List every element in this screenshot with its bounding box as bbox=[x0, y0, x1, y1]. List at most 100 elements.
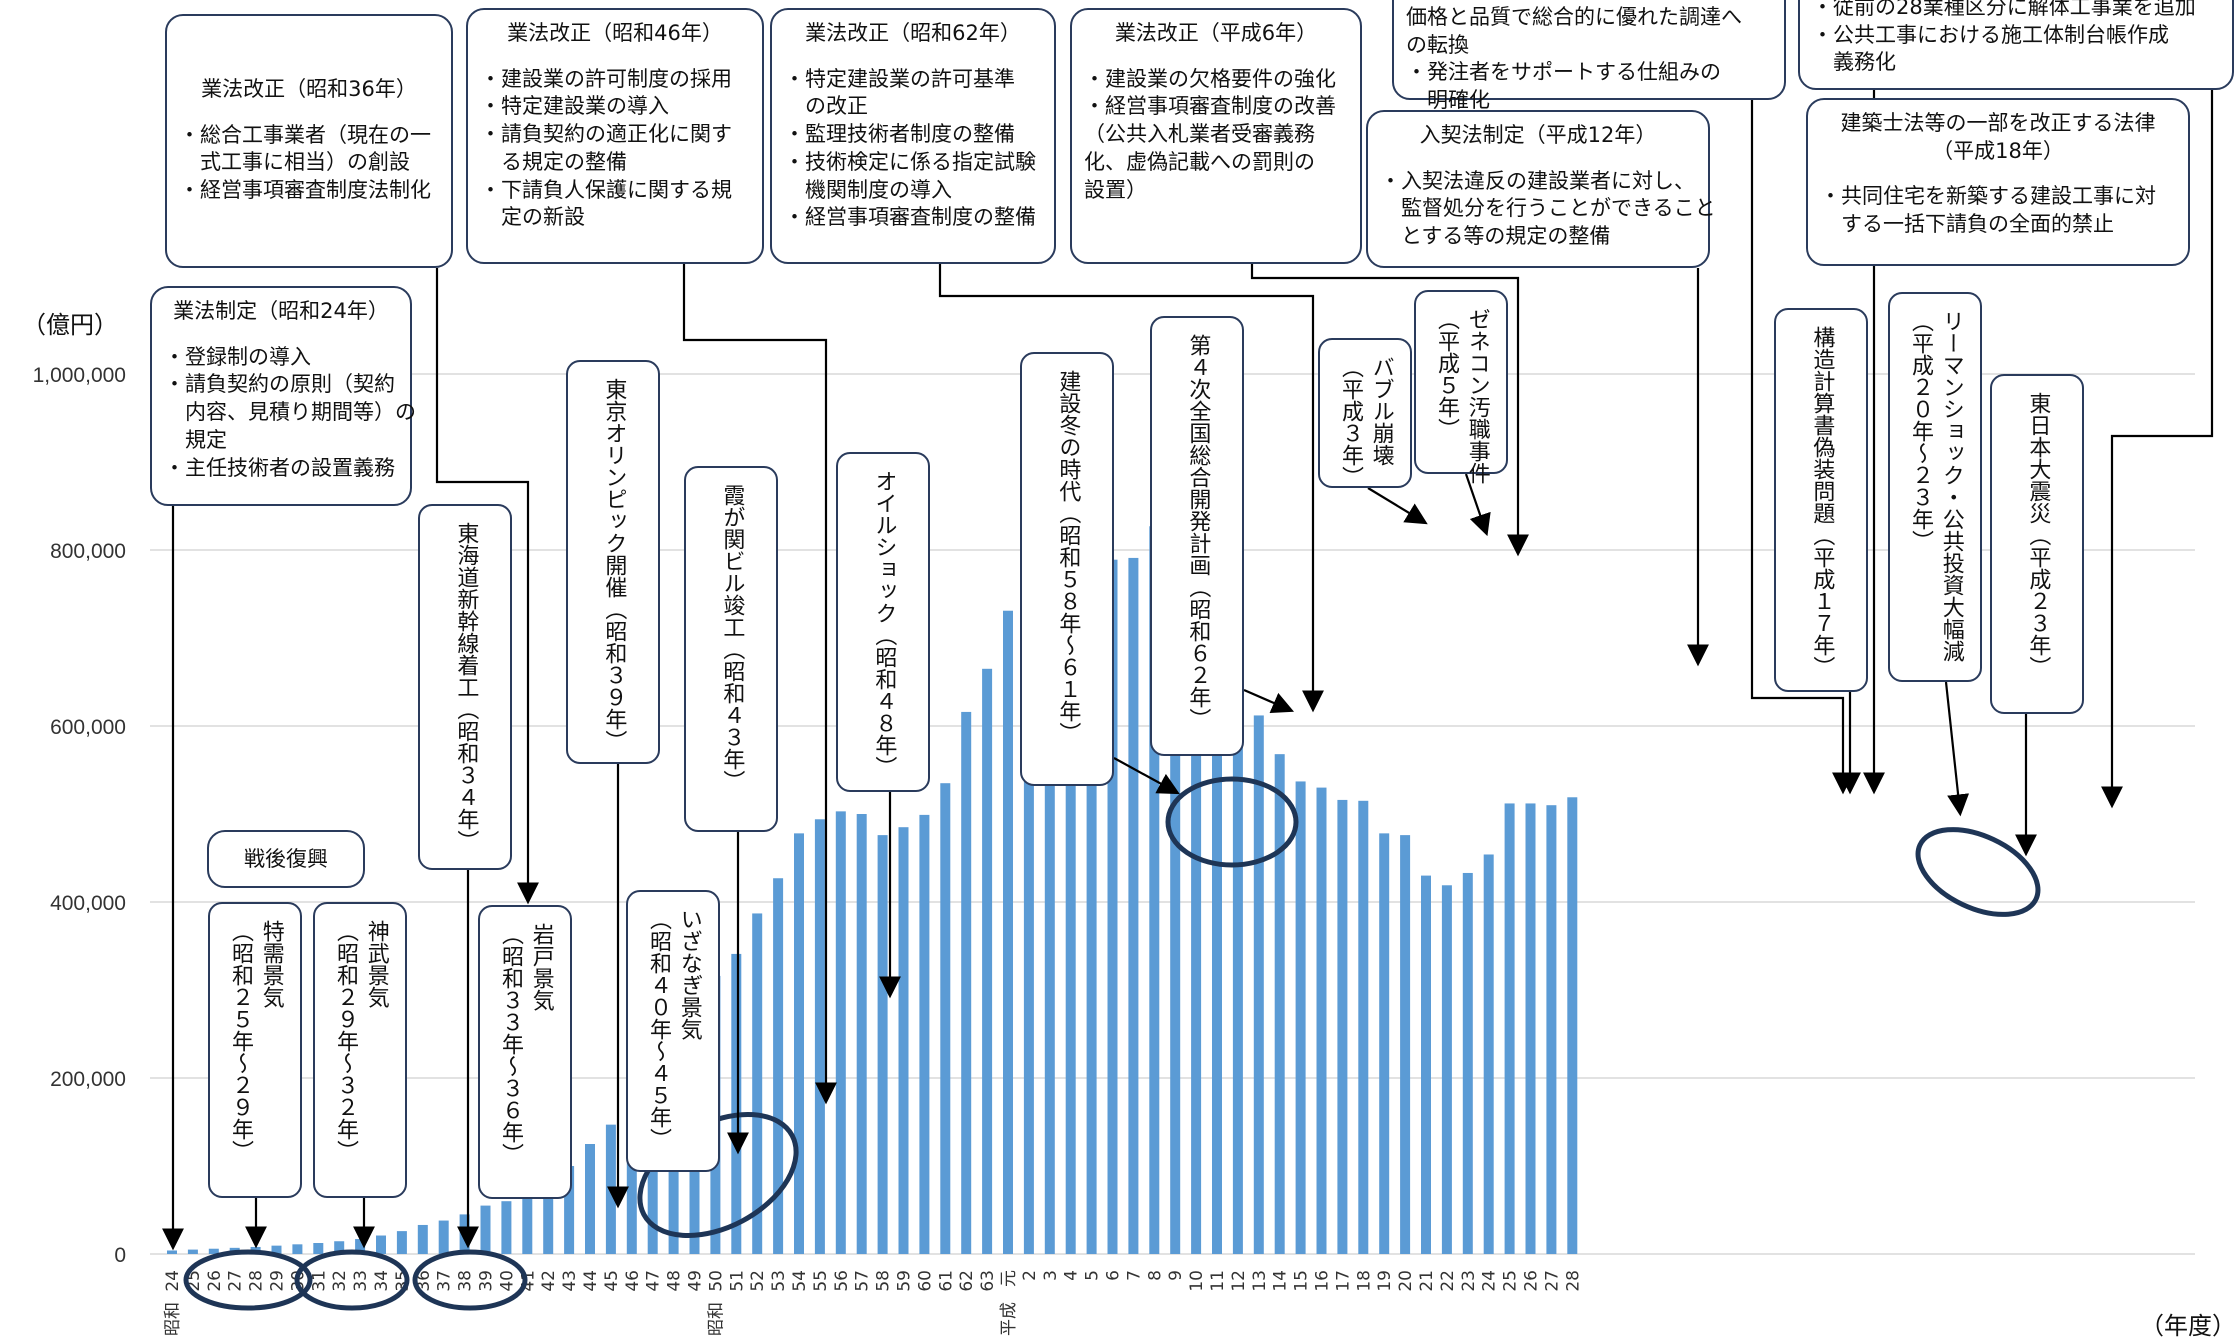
x-tick-label: 2 bbox=[1020, 1270, 1040, 1281]
y-tick-label: 1,000,000 bbox=[33, 364, 126, 387]
x-tick-label: 5 bbox=[1083, 1270, 1103, 1281]
x-tick-label: 44 bbox=[581, 1270, 601, 1292]
bar-12 bbox=[1232, 671, 1243, 1254]
bar-39 bbox=[480, 1205, 491, 1254]
callout-line: ・登録制の導入 bbox=[164, 344, 311, 369]
oval-tokuju bbox=[183, 1249, 313, 1311]
x-tick-label: 7 bbox=[1124, 1270, 1144, 1281]
x-tick-label: 28 bbox=[1563, 1270, 1583, 1292]
callout-line: 定の新設 bbox=[480, 205, 585, 230]
x-tick-label: 24 bbox=[163, 1270, 183, 1292]
bar-62 bbox=[961, 711, 972, 1254]
bar-42 bbox=[543, 1180, 554, 1254]
x-tick-label: 17 bbox=[1333, 1270, 1353, 1292]
bar-18 bbox=[1358, 800, 1369, 1254]
x-tick-label: 14 bbox=[1271, 1270, 1291, 1292]
y-tick-label: 600,000 bbox=[50, 716, 126, 739]
x-tick-label: 60 bbox=[915, 1270, 935, 1292]
x-tick-label: 12 bbox=[1229, 1270, 1249, 1292]
x-tick-label: 63 bbox=[978, 1270, 998, 1292]
callout-line: ・技術検定に係る指定試験 bbox=[784, 149, 1036, 174]
bar-51 bbox=[731, 953, 742, 1254]
callout-top2: ・従前の28業種区分に解体工事業を追加 ・公共工事における施工体制台帳作成 義務化 bbox=[1798, 0, 2234, 90]
x-tick-label: 26 bbox=[205, 1270, 225, 1292]
x-tick-label: 54 bbox=[790, 1270, 810, 1292]
x-tick-label: 42 bbox=[539, 1270, 559, 1292]
x-tick-label: 22 bbox=[1438, 1270, 1458, 1292]
x-tick-label: 51 bbox=[727, 1270, 747, 1292]
callout-line: ・特定建設業の導入 bbox=[480, 94, 669, 119]
x-tick-label: 10 bbox=[1187, 1270, 1207, 1292]
bar-8 bbox=[1149, 526, 1160, 1254]
callout-line: 明確化 bbox=[1406, 88, 1490, 113]
callout-line: の改正 bbox=[784, 94, 868, 119]
x-tick-label: 28 bbox=[247, 1270, 267, 1292]
bar-25 bbox=[187, 1249, 198, 1254]
y-tick-label: 200,000 bbox=[50, 1068, 126, 1091]
bar-3 bbox=[1044, 528, 1055, 1254]
x-tick-label: 56 bbox=[832, 1270, 852, 1292]
bar-17 bbox=[1337, 799, 1348, 1254]
callout-top1: 価格と品質で総合的に優れた調達へ の転換 ・発注者をサポートする仕組みの 明確化 bbox=[1392, 0, 1786, 112]
bar-36 bbox=[417, 1224, 428, 1254]
callout-kasumigaseki: 霞が関ビル竣工（昭和４３年） bbox=[684, 466, 778, 832]
bar-10 bbox=[1191, 624, 1202, 1254]
callout-line: ・経営事項審査制度の整備 bbox=[784, 205, 1036, 230]
bar-46 bbox=[626, 1107, 637, 1254]
oval-lehman bbox=[1915, 827, 2041, 917]
bar-24 bbox=[167, 1250, 177, 1254]
x-tick-label: 19 bbox=[1375, 1270, 1395, 1292]
x-tick-label: 43 bbox=[560, 1270, 580, 1292]
x-tick-label: 20 bbox=[1396, 1270, 1416, 1292]
x-tick-label: 59 bbox=[895, 1270, 915, 1292]
x-tick-label: 25 bbox=[1501, 1270, 1521, 1292]
bar-21 bbox=[1421, 875, 1431, 1254]
x-tick-label: 49 bbox=[686, 1270, 706, 1292]
bar-60 bbox=[919, 814, 930, 1254]
arrow-top1 bbox=[1750, 100, 1854, 795]
bar-9 bbox=[1170, 592, 1181, 1254]
bar-19 bbox=[1379, 833, 1390, 1254]
bar-54 bbox=[794, 833, 804, 1254]
arrow-top2 bbox=[2101, 90, 2214, 809]
bar-45 bbox=[605, 1124, 616, 1254]
bar-57 bbox=[856, 814, 867, 1254]
annotation-arrows bbox=[162, 88, 2214, 1251]
callout-line: ・総合工事業者（現在の一 bbox=[179, 122, 431, 147]
callout-iwato: 岩戸景気 （昭和３３年～３６年） bbox=[478, 905, 572, 1199]
x-tick-label: 39 bbox=[477, 1270, 497, 1292]
callout-h18: 建築士法等の一部を改正する法律 （平成18年） ・共同住宅を新築する建設工事に対… bbox=[1806, 98, 2190, 266]
callout-h12: 入契法制定（平成12年） ・入契法違反の建設業者に対し、 監督処分を行うことがで… bbox=[1366, 110, 1716, 268]
x-tick-label: 40 bbox=[497, 1270, 517, 1292]
callout-line: の転換 bbox=[1406, 32, 1469, 57]
callout-zenecon: ゼネコン汚職事件 （平成５年） bbox=[1414, 290, 1508, 484]
bar-35 bbox=[396, 1231, 407, 1254]
bar-40 bbox=[501, 1201, 512, 1254]
x-tick-label: 33 bbox=[351, 1270, 371, 1292]
era-label: 平成 bbox=[999, 1302, 1019, 1336]
bar-15 bbox=[1295, 781, 1306, 1254]
callout-line: （公共入札業者受審義務 bbox=[1084, 122, 1315, 147]
x-tick-label: 55 bbox=[811, 1270, 831, 1292]
oval-kensetsufuyu bbox=[1165, 776, 1299, 868]
arrow-bubble bbox=[1367, 487, 1428, 525]
arrow-lehman2 bbox=[1944, 681, 1970, 817]
callout-line: 監督処分を行うことができること bbox=[1380, 196, 1716, 221]
callout-line: する一括下請負の全面的禁止 bbox=[1820, 212, 2114, 237]
callout-olympic: 東京オリンピック開催（昭和３９年） bbox=[566, 360, 660, 764]
callout-line: ・特定建設業の許可基準 bbox=[784, 66, 1015, 91]
callout-sengo: 戦後復興 bbox=[207, 830, 365, 888]
bar-26 bbox=[1525, 803, 1536, 1254]
callout-kozo: 構造計算書偽装問題（平成１７年） bbox=[1774, 308, 1868, 692]
y-axis: 0 200,000 400,000 600,000 800,000 1,000,000 bbox=[33, 364, 126, 1267]
bar-4 bbox=[1065, 516, 1076, 1254]
callout-line: ・公共工事における施工体制台帳作成 bbox=[1812, 22, 2169, 47]
bar-5 bbox=[1086, 534, 1097, 1254]
callout-line: 価格と品質で総合的に優れた調達へ bbox=[1406, 5, 1742, 29]
callout-line: ・経営事項審査制度の改善 bbox=[1084, 94, 1336, 119]
x-tick-label: 52 bbox=[748, 1270, 768, 1292]
x-tick-label: 6 bbox=[1104, 1270, 1124, 1281]
callout-line: ・共同住宅を新築する建設工事に対 bbox=[1820, 184, 2156, 209]
callout-line: ・従前の28業種区分に解体工事業を追加 bbox=[1812, 0, 2196, 19]
x-tick-label: 32 bbox=[330, 1270, 350, 1292]
